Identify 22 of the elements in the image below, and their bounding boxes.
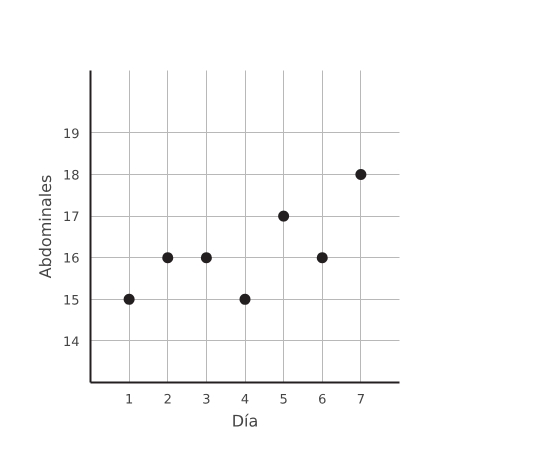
y-tick-label: 17: [62, 210, 80, 226]
x-tick-label: 6: [318, 392, 326, 408]
x-tick-label: 2: [164, 392, 172, 408]
x-axis-title: Día: [232, 412, 258, 430]
point: [355, 169, 366, 180]
x-tick-label: 1: [124, 392, 134, 408]
x-tick-label: 3: [202, 392, 211, 408]
y-tick-label: 18: [62, 168, 80, 184]
point: [278, 210, 290, 222]
x-tick-label: 4: [240, 392, 250, 408]
y-tick-label: 14: [62, 334, 80, 350]
y-axis-title: Abdominales: [36, 174, 55, 278]
x-tick-label: 5: [279, 392, 288, 408]
point: [162, 252, 174, 264]
point: [124, 294, 135, 305]
point: [200, 252, 212, 264]
y-tick-label: 15: [62, 293, 80, 308]
point: [316, 252, 328, 264]
x-tick-label: 7: [356, 392, 366, 408]
point: [240, 294, 250, 305]
y-tick-label: 19: [62, 126, 80, 142]
y-tick-label: 16: [62, 252, 80, 267]
